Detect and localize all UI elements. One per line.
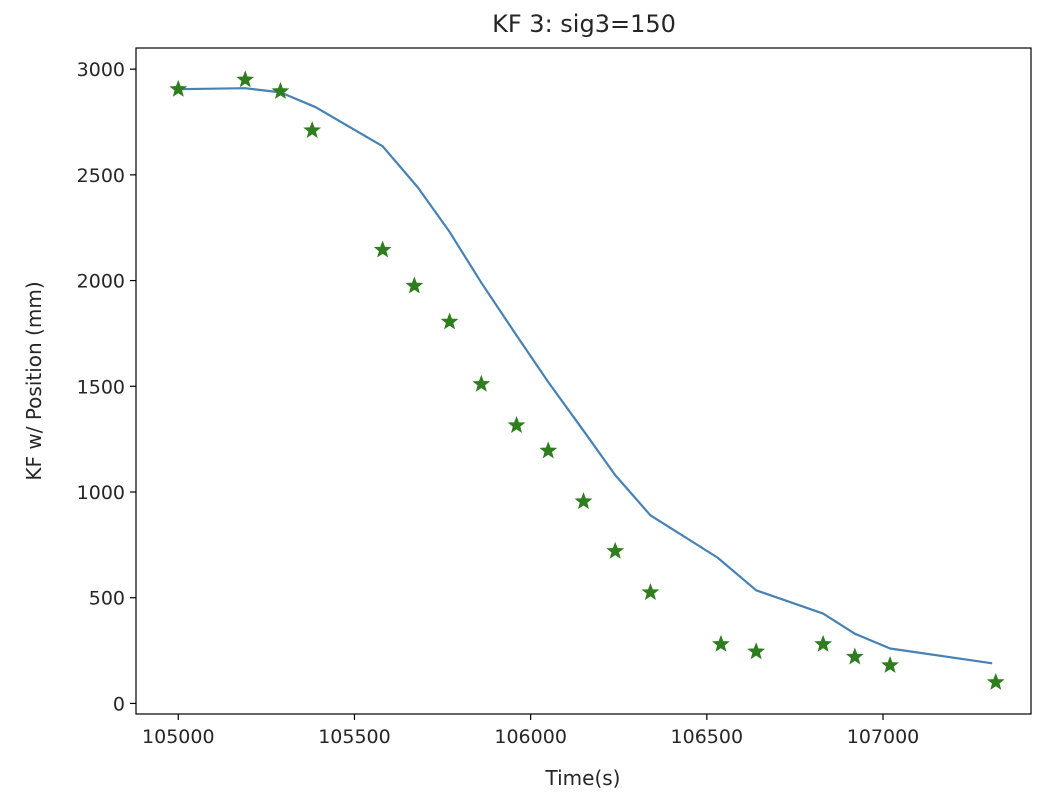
x-tick-label: 106000 — [494, 726, 567, 748]
y-tick-label: 2000 — [77, 271, 125, 293]
scatter-point — [405, 276, 424, 294]
x-tick-label: 106500 — [671, 726, 744, 748]
y-tick-label: 1000 — [77, 482, 125, 504]
scatter-point — [747, 642, 766, 660]
scatter-point — [881, 656, 899, 673]
scatter-point — [712, 634, 730, 652]
scatter-point — [814, 634, 832, 652]
x-tick-label: 105500 — [318, 726, 391, 748]
y-tick-label: 2500 — [77, 165, 125, 187]
plot-frame — [135, 47, 1032, 715]
scatter-point — [986, 672, 1005, 690]
x-axis: 105000 105500 106000 106500 107000 — [142, 714, 919, 748]
plot-area — [169, 70, 1005, 690]
scatter-point — [303, 121, 322, 139]
y-axis-label: KF w/ Position (mm) — [22, 281, 46, 480]
y-tick-label: 0 — [113, 693, 125, 715]
scatter-point — [641, 583, 660, 600]
scatter-point — [440, 312, 459, 330]
y-axis: 0 500 1000 1500 2000 2500 3000 — [77, 59, 136, 715]
scatter-point — [472, 374, 491, 392]
scatter-point — [236, 70, 255, 88]
scatter-point — [169, 79, 188, 97]
x-tick-label: 107000 — [847, 726, 920, 748]
scatter-point — [606, 541, 625, 559]
scatter-point — [271, 81, 290, 99]
scatter-point — [845, 647, 864, 665]
x-tick-label: 105000 — [142, 726, 215, 748]
y-tick-label: 3000 — [77, 59, 125, 81]
series-line — [178, 87, 993, 665]
scatter-point — [373, 240, 392, 258]
y-tick-label: 500 — [89, 588, 125, 610]
scatter-point — [574, 492, 593, 510]
y-tick-label: 1500 — [77, 376, 125, 398]
chart-title: KF 3: sig3=150 — [492, 10, 676, 38]
scatter-point — [539, 441, 558, 459]
scatter-point — [507, 416, 526, 433]
x-axis-label: Time(s) — [545, 766, 621, 790]
